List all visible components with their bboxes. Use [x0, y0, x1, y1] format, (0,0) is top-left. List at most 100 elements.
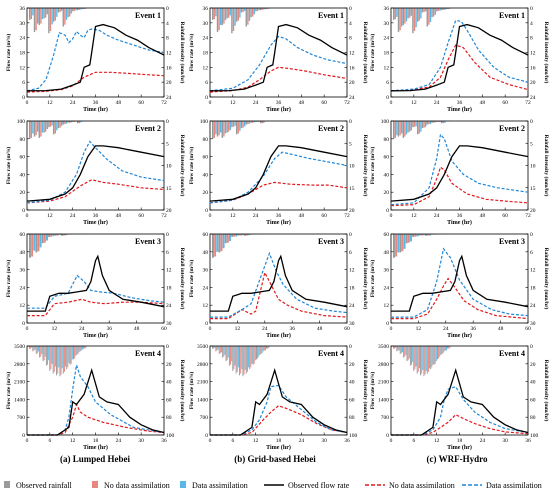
rain-bar: [243, 8, 246, 11]
x-tick-label: 0: [209, 326, 212, 332]
rain-bar: [261, 121, 263, 124]
rain-bar: [80, 8, 82, 10]
da-flow-line: [209, 35, 348, 92]
rain-bar: [432, 121, 435, 123]
rain-bar: [260, 346, 262, 355]
rain-bar: [70, 8, 72, 14]
rain-bar: [420, 234, 423, 236]
rain-bar: [236, 346, 238, 372]
rain-bar: [83, 8, 85, 10]
plot-frame: [209, 233, 348, 324]
rain-axis-label: Rainfall intensity (mm/hr): [179, 135, 186, 197]
x-tick-label: 12: [47, 213, 53, 219]
event-title: Event 4: [318, 349, 344, 358]
y-tick-label: 48: [203, 250, 209, 256]
rain-bar: [407, 121, 409, 133]
rain-bar: [225, 346, 227, 362]
x-tick-label: 24: [434, 213, 440, 219]
rain-tick-label: 24: [530, 303, 536, 309]
x-tick-label: 36: [106, 326, 112, 332]
rain-bar: [397, 8, 400, 33]
rain-bar: [228, 346, 230, 366]
y-axis-label: Flow rate (m³/s): [188, 260, 195, 298]
y-tick-label: 40: [20, 172, 26, 178]
rain-bar: [73, 121, 76, 122]
x-axis-label: Time (hr): [83, 106, 108, 113]
rain-bar: [411, 346, 412, 365]
rain-bar: [50, 346, 52, 370]
rain-bar: [395, 234, 398, 257]
rain-bar: [248, 121, 251, 124]
rain-bar: [423, 121, 425, 128]
x-tick-label: 24: [70, 100, 76, 106]
rain-bar: [37, 234, 40, 252]
rain-bar: [80, 121, 82, 123]
x-tick-label: 48: [480, 213, 486, 219]
x-tick-label: 12: [47, 100, 53, 106]
y-axis-label: Flow rate (m³/s): [369, 372, 376, 410]
y-tick-label: 700: [200, 415, 209, 421]
rain-bar: [433, 346, 435, 365]
rain-bar: [215, 8, 217, 17]
rain-tick-label: 0: [349, 232, 352, 238]
rain-tick-label: 6: [349, 250, 352, 256]
x-tick-label: 72: [344, 100, 350, 106]
x-tick-label: 0: [26, 213, 29, 219]
rain-tick-label: 16: [530, 65, 536, 71]
y-tick-label: 6: [386, 80, 389, 86]
event-title: Event 1: [318, 11, 344, 20]
rain-bar: [413, 8, 416, 31]
rain-bar: [430, 346, 432, 370]
rain-bar: [429, 234, 432, 236]
plot-frame: [390, 233, 529, 324]
da-flow-line: [390, 19, 529, 92]
rain-bar: [243, 346, 245, 375]
x-tick-label: 0: [209, 100, 212, 106]
y-tick-label: 36: [20, 6, 26, 12]
legend-label-observed-rainfall: Observed rainfall: [16, 481, 73, 490]
rain-tick-label: 10: [530, 164, 536, 170]
x-tick-label: 18: [93, 438, 99, 444]
y-axis-label: Flow rate (m³/s): [5, 34, 12, 72]
legend-swatch-observed-rainfall: [4, 481, 10, 488]
x-tick-label: 60: [161, 326, 167, 332]
rain-bar: [224, 234, 227, 244]
rain-bar: [224, 8, 227, 21]
rain-bar: [83, 346, 85, 349]
x-tick-label: 72: [344, 213, 350, 219]
rain-bar: [426, 121, 428, 125]
event-title: Event 3: [318, 237, 344, 246]
rain-bar: [78, 121, 80, 124]
x-axis-label: Time (hr): [266, 444, 291, 451]
y-tick-label: 18: [20, 51, 26, 57]
chart-event-3-a: 0 12 24 36 48 60 0 12 24 36 48 60 0 6 12 18 24 30 Time (hr…: [5, 232, 186, 339]
rain-bar: [43, 346, 45, 361]
rain-bar: [440, 121, 443, 124]
rain-bar: [437, 8, 440, 11]
rain-bar: [45, 346, 47, 366]
x-tick-label: 36: [276, 100, 282, 106]
event-title: Event 3: [135, 237, 161, 246]
rain-tick-label: 60: [166, 397, 172, 403]
y-tick-label: 36: [203, 268, 209, 274]
rain-bar: [44, 8, 47, 18]
rain-bar: [426, 8, 428, 27]
rain-bar: [397, 346, 399, 351]
y-tick-label: 3500: [14, 344, 25, 350]
observed-flow-line: [209, 23, 348, 92]
rain-bar: [38, 346, 39, 352]
event-title: Event 2: [499, 124, 525, 133]
rain-bar: [223, 346, 225, 357]
y-tick-label: 2800: [378, 362, 389, 368]
rain-bar: [239, 234, 242, 236]
rain-axis-label: Rainfall intensity (mm/hr): [543, 135, 550, 197]
rain-bar: [250, 346, 252, 368]
rain-bar: [418, 8, 420, 21]
rain-bar: [447, 8, 449, 10]
y-tick-label: 60: [20, 232, 26, 238]
rain-bar: [75, 346, 77, 356]
rain-bar: [33, 121, 36, 137]
rain-bar: [29, 346, 30, 349]
rain-tick-label: 40: [166, 380, 172, 386]
